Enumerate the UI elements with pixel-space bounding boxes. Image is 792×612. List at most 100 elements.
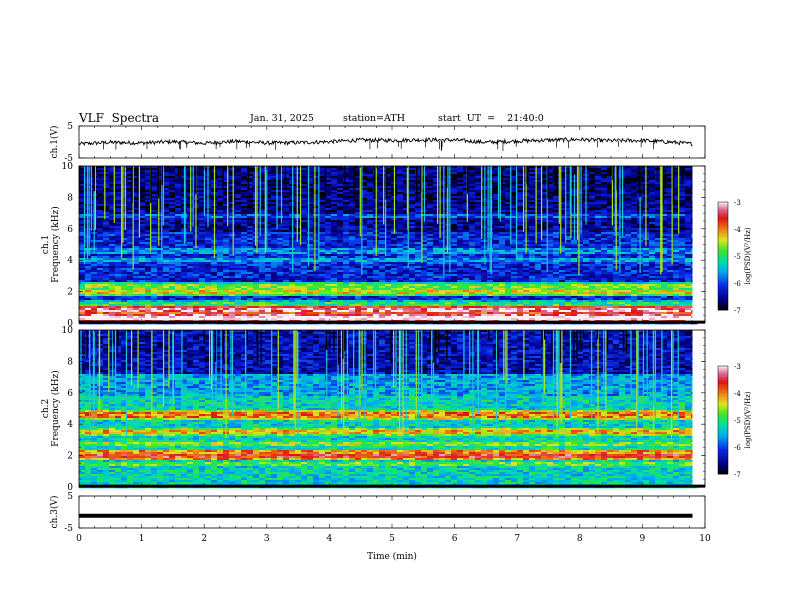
spectrogram-cell [121, 186, 128, 189]
spectrogram-cell [133, 178, 140, 181]
spectrogram-cell [325, 220, 332, 223]
spectrogram-cell [307, 222, 314, 225]
spectrogram-cell [565, 190, 572, 193]
spectrogram-cell [121, 258, 128, 261]
spectrogram-cell [619, 258, 626, 261]
spectrogram-cell [313, 254, 320, 257]
spectrogram-cell [517, 166, 524, 169]
spectrogram-cell [361, 204, 368, 207]
spectrogram-cell [85, 186, 92, 189]
spectrogram-cell [217, 176, 224, 179]
spectrogram-cell [277, 220, 284, 223]
spectrogram-cell [643, 250, 650, 253]
spectrogram-cell [145, 190, 152, 193]
spectrogram-cell [565, 186, 572, 189]
spectrogram-cell [79, 246, 86, 249]
spectrogram-cell [193, 250, 200, 253]
spectrogram-cell [133, 174, 140, 177]
spectrogram-cell [649, 194, 656, 197]
spectrogram-cell [673, 184, 680, 187]
spectrogram-cell [625, 204, 632, 207]
spectrogram-cell [313, 192, 320, 195]
spectrogram-cell [547, 212, 554, 215]
spectrogram-cell [133, 246, 140, 249]
spectrogram-cell [343, 216, 350, 219]
spectrogram-cell [343, 254, 350, 257]
spectrogram-cell [607, 244, 614, 247]
spectrogram-cell [457, 248, 464, 251]
spectrogram-cell [367, 218, 374, 221]
spectrogram-cell [277, 216, 284, 219]
spectrogram-cell [151, 244, 158, 247]
spectrogram-cell [415, 218, 422, 221]
spectrogram-cell [103, 168, 110, 171]
spectrogram-cell [325, 190, 332, 193]
spectrogram-cell [421, 236, 428, 239]
spectrogram-cell [397, 174, 404, 177]
spectrogram-cell [403, 234, 410, 237]
spectrogram-cell [655, 174, 662, 177]
spectrogram-cell [565, 232, 572, 235]
spectrogram-cell [301, 224, 308, 227]
spectrogram-cell [259, 186, 266, 189]
spectrogram-cell [277, 204, 284, 207]
spectrogram-cell [511, 234, 518, 237]
spectrogram-cell [385, 254, 392, 257]
spectrogram-cell [115, 192, 122, 195]
spectrogram-cell [103, 226, 110, 229]
spectrogram-cell [505, 210, 512, 213]
spectrogram-cell [259, 172, 266, 175]
spectrogram-cell [355, 214, 362, 217]
spectrogram-cell [427, 204, 434, 207]
spectrogram-cell [247, 182, 254, 185]
spectrogram-cell [553, 232, 560, 235]
spectrogram-cell [667, 254, 674, 257]
spectrogram-cell [223, 238, 230, 241]
spectrogram-cell [265, 210, 272, 213]
spectrogram-cell [547, 236, 554, 239]
spectrogram-cell [355, 242, 362, 245]
spectrogram-cell [439, 224, 446, 227]
spectrogram-cell [271, 248, 278, 251]
spectrogram-cell [253, 232, 260, 235]
spectrogram-cell [223, 192, 230, 195]
spectrogram-cell [163, 240, 170, 243]
spectrogram-cell [259, 176, 266, 179]
spectrogram-cell [79, 190, 86, 193]
spectrogram-cell [283, 218, 290, 221]
spectrogram-cell [535, 254, 542, 257]
spectrogram-cell [307, 226, 314, 229]
spectrogram-cell [259, 202, 266, 205]
spectrogram-cell [451, 242, 458, 245]
spectrogram-cell [553, 210, 560, 213]
spectrogram-cell [391, 240, 398, 243]
spectrogram-cell [469, 222, 476, 225]
spectrogram-cell [283, 240, 290, 243]
spectrogram-cell [97, 252, 104, 255]
spectrogram-cell [217, 252, 224, 255]
spectrogram-cell [655, 206, 662, 209]
spectrogram-cell [151, 224, 158, 227]
spectrogram-cell [589, 188, 596, 191]
spectrogram-cell [601, 204, 608, 207]
spectrogram-cell [397, 214, 404, 217]
spectrogram-cell [649, 238, 656, 241]
spectrogram-cell [151, 226, 158, 229]
spectrogram-cell [469, 246, 476, 249]
spectrogram-cell [589, 198, 596, 201]
spectrogram-cell [439, 242, 446, 245]
spectrogram-cell [169, 212, 176, 215]
spectrogram-cell [499, 234, 506, 237]
spectrogram-cell [133, 228, 140, 231]
spectrogram-cell [403, 182, 410, 185]
spectrogram-cell [565, 222, 572, 225]
spectrogram-cell [247, 180, 254, 183]
spectrogram-cell [559, 258, 566, 261]
spectrogram-cell [439, 184, 446, 187]
spectrogram-cell [415, 250, 422, 253]
spectrogram-cell [115, 260, 122, 263]
spectrogram-cell [85, 216, 92, 219]
spectrogram-cell [505, 188, 512, 191]
spectrogram-cell [361, 252, 368, 255]
spectrogram-cell [121, 224, 128, 227]
